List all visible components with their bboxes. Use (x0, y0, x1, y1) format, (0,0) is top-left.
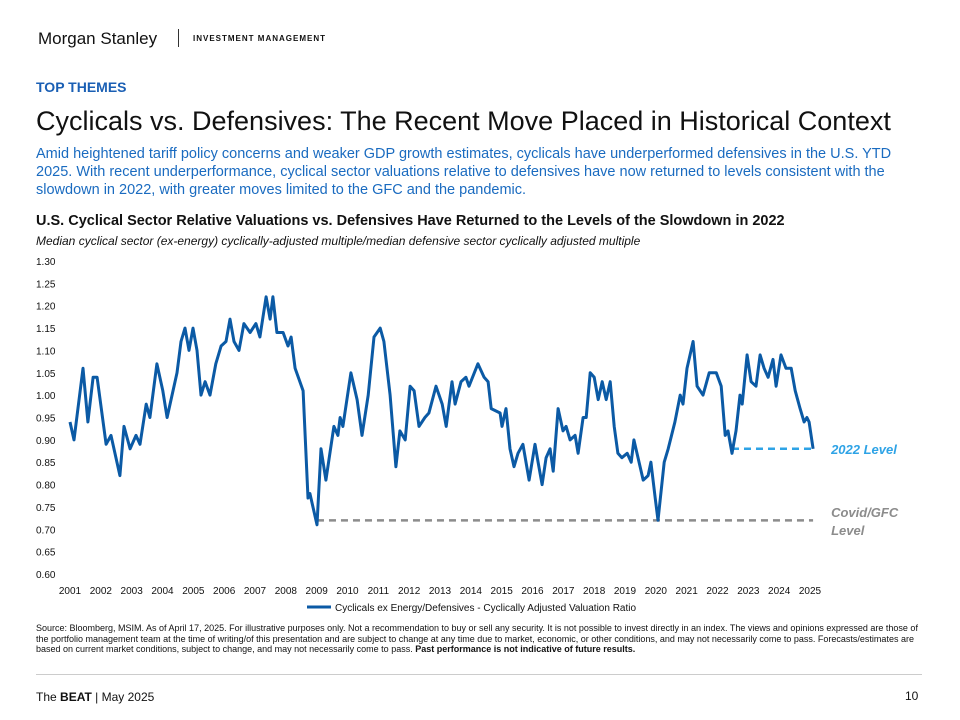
x-tick-label: 2007 (244, 586, 267, 597)
x-tick-label: 2010 (336, 586, 359, 597)
source-text: Source: Bloomberg, MSIM. As of April 17,… (36, 623, 918, 654)
x-tick-label: 2011 (368, 586, 390, 597)
y-tick-label: 0.90 (36, 436, 56, 447)
x-tick-label: 2004 (151, 586, 174, 597)
source-bold: Past performance is not indicative of fu… (415, 644, 636, 654)
x-tick-label: 2022 (706, 586, 729, 597)
y-tick-label: 0.75 (36, 503, 56, 514)
page-title: Cyclicals vs. Defensives: The Recent Mov… (36, 106, 891, 136)
division: INVESTMENT MANAGEMENT (193, 34, 326, 43)
y-tick-label: 1.05 (36, 369, 56, 380)
footer-part: The (36, 690, 57, 704)
y-tick-label: 1.25 (36, 279, 56, 290)
page-number: 10 (905, 689, 919, 703)
chart-title: U.S. Cyclical Sector Relative Valuations… (36, 213, 785, 229)
reference-label: Covid/GFC Level (831, 505, 899, 539)
chart-subtitle: Median cyclical sector (ex-energy) cycli… (36, 234, 641, 248)
y-tick-label: 1.20 (36, 302, 56, 313)
y-tick-label: 0.70 (36, 525, 56, 536)
y-tick-label: 1.15 (36, 324, 56, 335)
y-tick-label: 0.95 (36, 414, 56, 425)
x-tick-label: 2025 (799, 586, 822, 597)
x-tick-label: 2006 (213, 586, 236, 597)
chart: 0.60 0.65 0.70 0.75 0.80 0.85 0.90 0.95 1.00 1.05… (36, 257, 822, 614)
footer-part: | May 2025 (95, 690, 155, 704)
footer-part: BEAT (60, 690, 92, 704)
divider (178, 29, 179, 47)
y-tick-label: 1.30 (36, 257, 56, 268)
x-tick-label: 2012 (398, 586, 421, 597)
y-tick-label: 1.00 (36, 391, 56, 402)
x-tick-label: 2021 (676, 586, 699, 597)
reference-label: 2022 Level (831, 441, 897, 457)
y-tick-label: 0.60 (36, 570, 56, 581)
x-tick-label: 2003 (121, 586, 144, 597)
x-tick-label: 2019 (614, 586, 637, 597)
x-tick-label: 2024 (768, 586, 791, 597)
section-label: TOP THEMES (36, 79, 127, 95)
legend-label: Cyclicals ex Energy/Defensives - Cyclica… (335, 603, 636, 614)
x-tick-label: 2016 (521, 586, 544, 597)
footer: The BEAT | May 2025 (36, 690, 154, 704)
intro: Amid heightened tariff policy concerns a… (36, 146, 892, 198)
x-tick-label: 2002 (90, 586, 113, 597)
x-tick-label: 2020 (645, 586, 668, 597)
x-tick-label: 2005 (182, 586, 205, 597)
x-tick-label: 2015 (491, 586, 514, 597)
source: Source: Bloomberg, MSIM. As of April 17,… (36, 623, 926, 655)
x-tick-label: 2017 (552, 586, 575, 597)
x-tick-label: 2013 (429, 586, 452, 597)
y-tick-label: 0.65 (36, 548, 56, 559)
x-tick-label: 2009 (306, 586, 329, 597)
y-tick-label: 0.85 (36, 458, 56, 469)
rule (36, 674, 922, 675)
x-tick-label: 2023 (737, 586, 760, 597)
x-tick-label: 2001 (59, 586, 82, 597)
x-tick-label: 2014 (460, 586, 483, 597)
y-tick-label: 1.10 (36, 346, 56, 357)
series-line (68, 295, 815, 527)
x-tick-label: 2018 (583, 586, 606, 597)
brand: Morgan Stanley (38, 29, 158, 48)
x-tick-label: 2008 (275, 586, 298, 597)
y-tick-label: 0.80 (36, 481, 56, 492)
